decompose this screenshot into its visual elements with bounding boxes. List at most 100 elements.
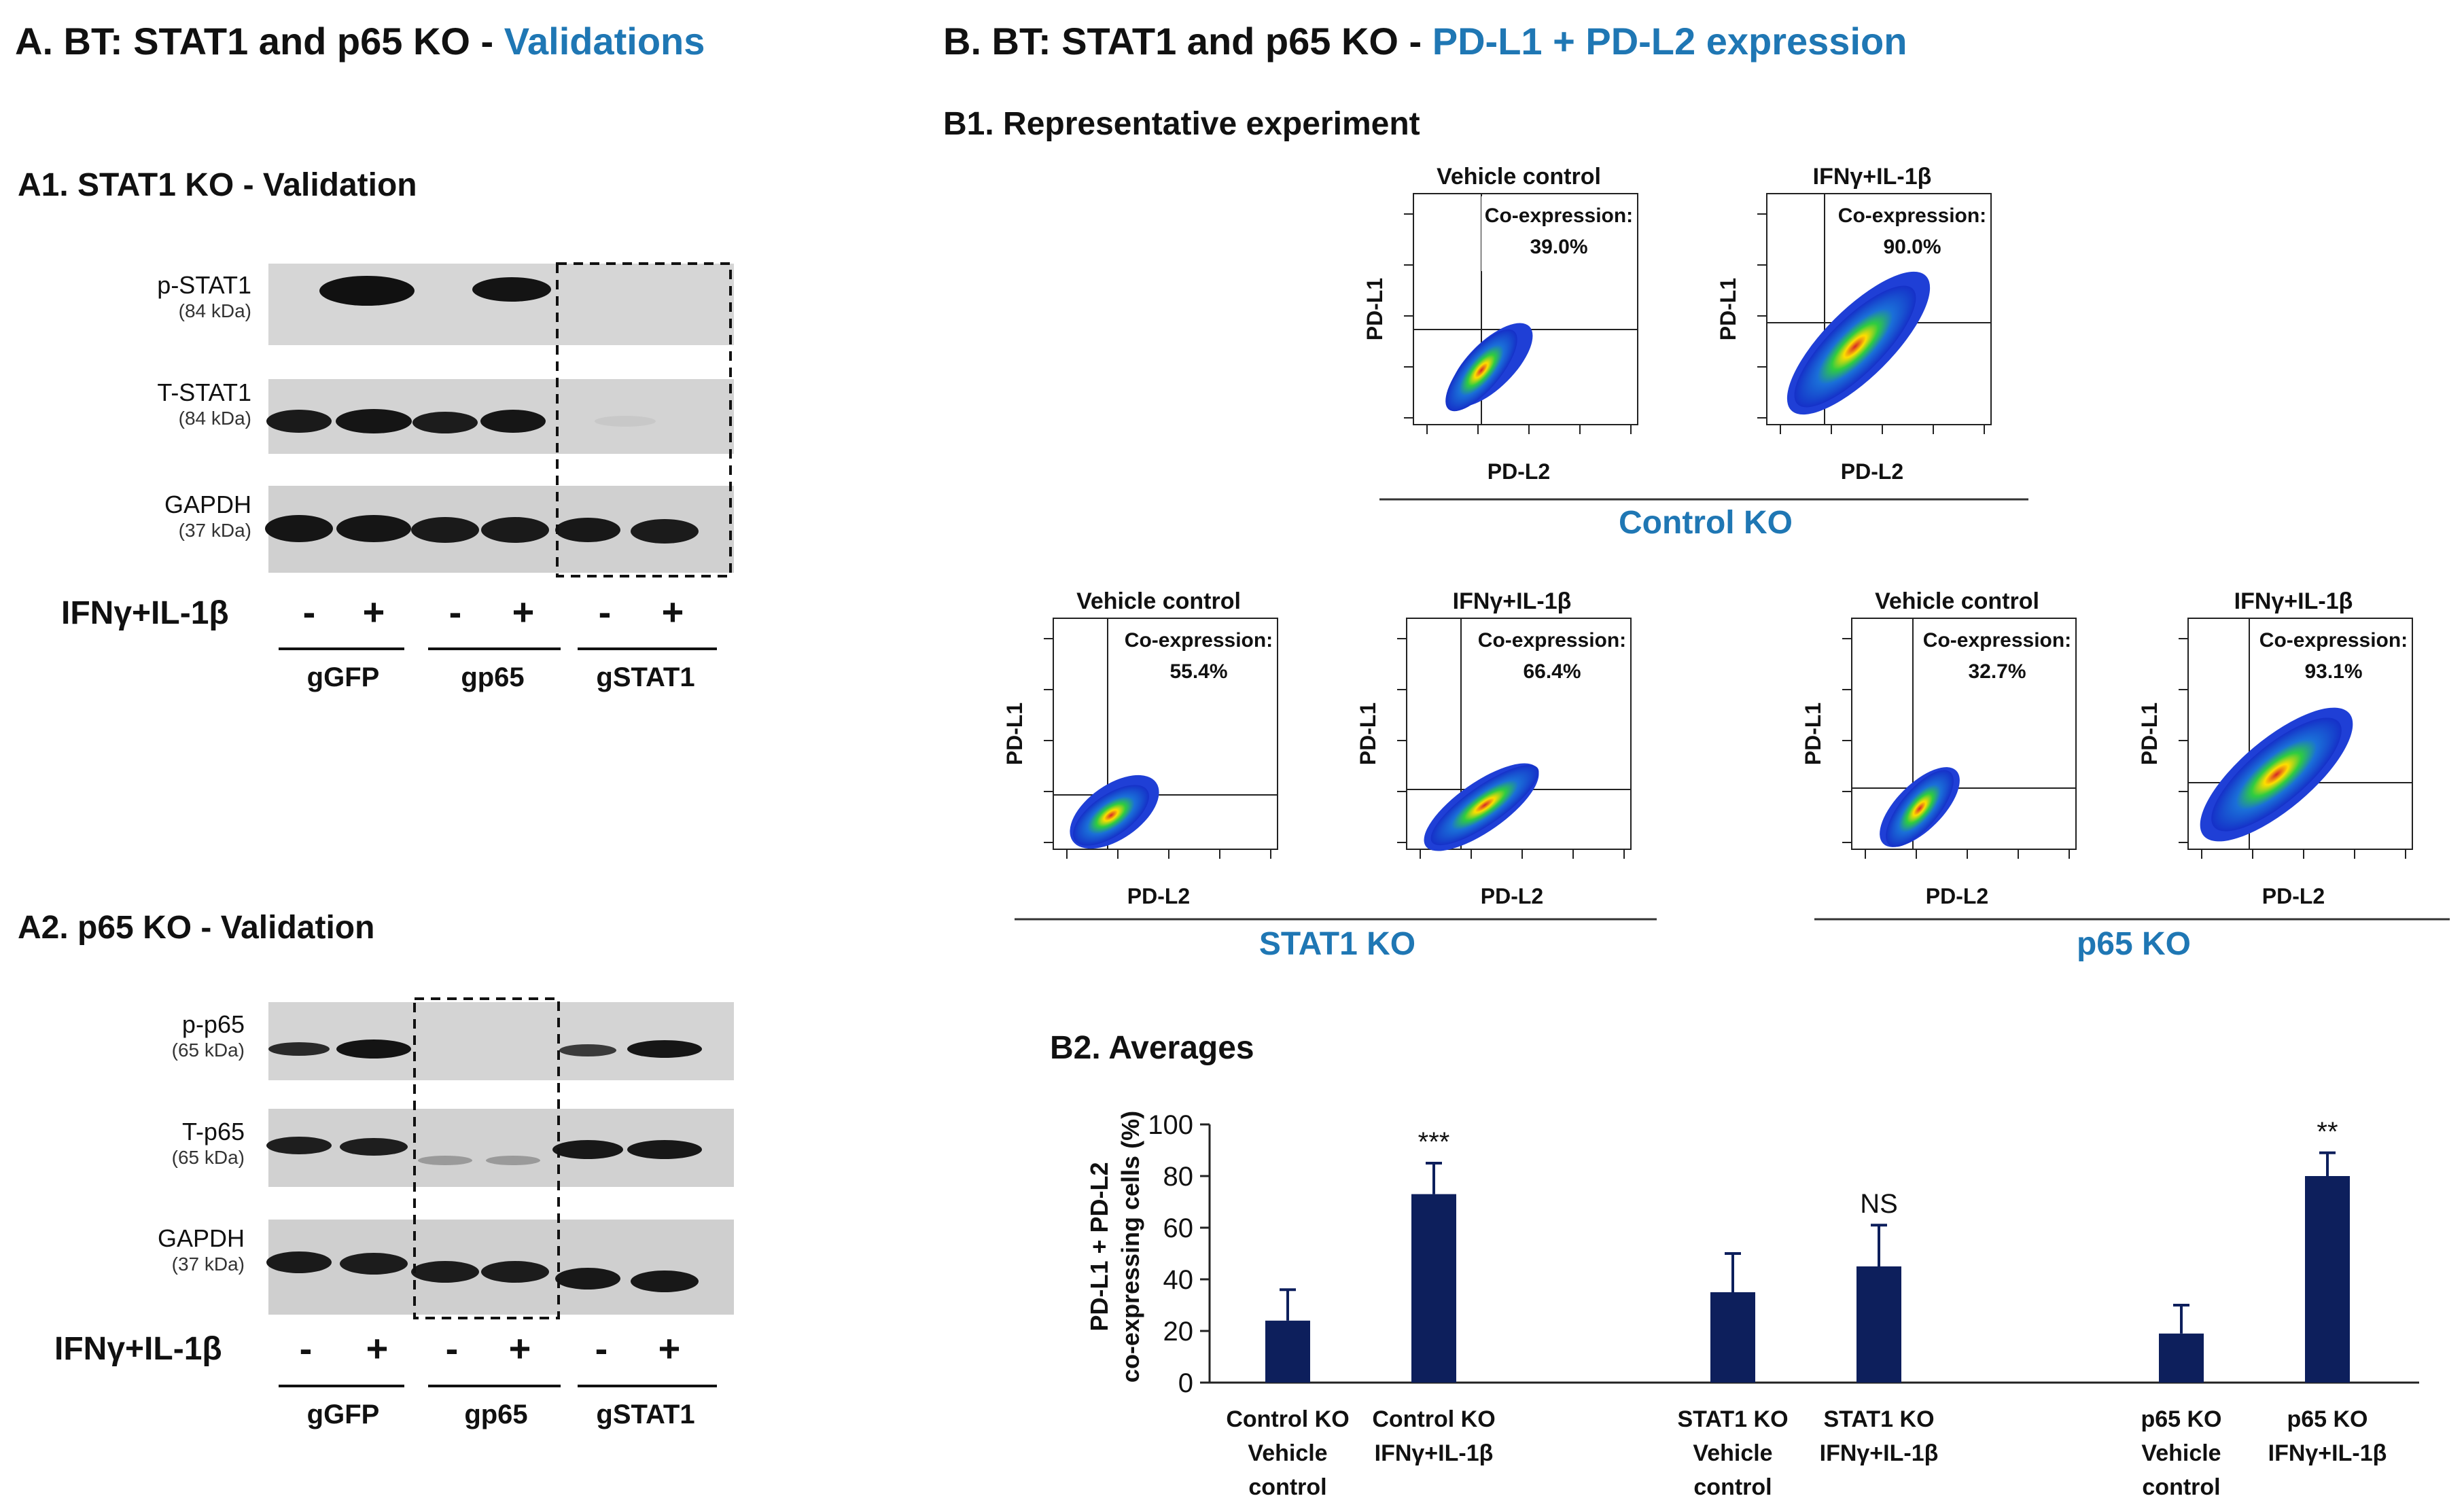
flow-plot-control-vehicle: Vehicle control Co-expression: 39.0% PD-… [1359, 164, 1644, 496]
x-category-label: Vehicle [2141, 1440, 2221, 1466]
a2-sign-3: - [445, 1327, 459, 1370]
panel-b-title: B. BT: STAT1 and p65 KO - PD-L1 + PD-L2 … [943, 20, 1907, 63]
a1-knockout-highlight-box [556, 262, 732, 577]
a2-sign-4: + [508, 1327, 531, 1370]
a2-treatment-label: IFNγ+IL-1β [54, 1331, 222, 1367]
flow-plot-svg: IFNγ+IL-1β Co-expression: 66.4% PD-L1 PD… [1356, 588, 1632, 908]
band [412, 412, 478, 433]
flow-density-core [1430, 764, 1539, 846]
band [481, 517, 549, 543]
x-category-label: IFNγ+IL-1β [2268, 1440, 2387, 1466]
flow-y-axis-label: PD-L1 [1801, 703, 1825, 765]
flow-plot-svg: Vehicle control Co-expression: 32.7% PD-… [1801, 588, 2077, 908]
b1-title: B1. Representative experiment [943, 106, 1420, 142]
a1-row-label-1: p-STAT1 (84 kDa) [157, 271, 251, 321]
band [480, 410, 546, 433]
a2-knockout-highlight-box [413, 997, 560, 1319]
flow-density-core [1886, 770, 1954, 847]
panel-a-title: A. BT: STAT1 and p65 KO - Validations [15, 20, 705, 63]
y-tick-label: 20 [1163, 1317, 1194, 1347]
a1-group-lines [279, 647, 717, 650]
flow-x-axis-label: PD-L2 [1926, 884, 1988, 908]
x-category-label: control [1693, 1474, 1772, 1500]
flow-x-axis-label: PD-L2 [2262, 884, 2325, 908]
x-category-label: control [2142, 1474, 2220, 1500]
flow-condition-label: IFNγ+IL-1β [2234, 591, 2353, 614]
a1-row-label-3: GAPDH (37 kDa) [164, 491, 251, 541]
a1-membrane-pstat1 [268, 264, 734, 345]
y-tick-label: 0 [1178, 1368, 1193, 1398]
flow-coexp-label: Co-expression: [2259, 629, 2408, 652]
flow-x-axis-label: PD-L2 [1481, 884, 1543, 908]
flow-density-core [1073, 785, 1149, 846]
bar [1710, 1292, 1755, 1383]
flow-condition-label: IFNγ+IL-1β [1453, 591, 1572, 614]
band [631, 519, 699, 544]
a1-group-gstat1: gSTAT1 [596, 662, 695, 692]
stat1-ko-line [1015, 918, 1657, 921]
a2-row-label-3: GAPDH (37 kDa) [157, 1224, 245, 1275]
a2-sign-1: - [299, 1327, 313, 1370]
flow-plot-svg: IFNγ+IL-1β Co-expression: 93.1% PD-L1 PD… [2137, 588, 2413, 908]
x-category-label: IFNγ+IL-1β [1375, 1440, 1494, 1466]
band [265, 515, 333, 542]
a2-group-lines [279, 1385, 717, 1387]
flow-condition-label: Vehicle control [1076, 591, 1241, 614]
p65-ko-line [1814, 918, 2450, 921]
x-category-label: Control KO [1226, 1406, 1349, 1432]
a1-treatment-label: IFNγ+IL-1β [61, 595, 229, 631]
flow-density-core [1794, 285, 1916, 408]
a2-sign-2: + [366, 1327, 389, 1370]
flow-coexp-value: 55.4% [1169, 660, 1227, 683]
y-tick-label: 80 [1163, 1162, 1194, 1192]
band [336, 409, 412, 433]
band [627, 1140, 702, 1159]
band [266, 1137, 332, 1154]
x-category-label: p65 KO [2287, 1406, 2368, 1432]
flow-y-axis-label: PD-L1 [1002, 703, 1027, 765]
band [627, 1040, 702, 1058]
a1-title: A1. STAT1 KO - Validation [18, 167, 417, 203]
a2-western-blot [266, 997, 734, 1319]
band [266, 1251, 332, 1273]
flow-condition-label: Vehicle control [1875, 591, 2039, 614]
band [559, 1044, 616, 1056]
flow-coexp-value: 32.7% [1968, 660, 2026, 683]
x-category-label: Vehicle [1248, 1440, 1327, 1466]
y-axis-label: PD-L1 + PD-L2 co-expressing cells (%) [1085, 1111, 1144, 1383]
bar [1856, 1266, 1901, 1383]
flow-y-axis-label: PD-L1 [1356, 703, 1380, 765]
flow-x-axis-label: PD-L2 [1127, 884, 1190, 908]
a1-sign-6: + [661, 590, 684, 633]
a2-group-gstat1: gSTAT1 [596, 1400, 695, 1429]
significance-label: ** [2317, 1117, 2338, 1147]
a2-sign-6: + [658, 1327, 681, 1370]
flow-plot-svg: Vehicle control Co-expression: 39.0% PD-… [1362, 164, 1638, 484]
flow-y-axis-label: PD-L1 [2137, 703, 2162, 765]
band [631, 1270, 699, 1292]
flow-coexp-value: 39.0% [1530, 236, 1587, 258]
group-label-stat1-ko: STAT1 KO [1259, 926, 1416, 962]
flow-plot-svg: Vehicle control Co-expression: 55.4% PD-… [1002, 588, 1278, 908]
bar [1265, 1320, 1310, 1383]
flow-density-core [1445, 329, 1517, 412]
flow-plot-stat1-vehicle: Vehicle control Co-expression: 55.4% PD-… [999, 588, 1284, 921]
y-tick-label: 100 [1148, 1110, 1193, 1140]
band [266, 410, 332, 433]
a1-sign-2: + [362, 590, 385, 633]
flow-x-axis-label: PD-L2 [1488, 459, 1550, 484]
x-category-label: STAT1 KO [1823, 1406, 1934, 1432]
band [319, 276, 415, 306]
flow-coexp-label: Co-expression: [1838, 205, 1986, 227]
flow-coexp-value: 93.1% [2304, 660, 2362, 683]
x-category-label: p65 KO [2141, 1406, 2221, 1432]
bar [2305, 1176, 2350, 1383]
a2-sign-5: - [595, 1327, 608, 1370]
b2-title: B2. Averages [1050, 1030, 1254, 1066]
flow-y-axis-label: PD-L1 [1362, 278, 1387, 340]
a1-sign-1: - [302, 590, 316, 633]
x-category-label: STAT1 KO [1677, 1406, 1788, 1432]
a2-title: A2. p65 KO - Validation [18, 910, 375, 946]
a2-group-gp65: gp65 [464, 1400, 528, 1429]
